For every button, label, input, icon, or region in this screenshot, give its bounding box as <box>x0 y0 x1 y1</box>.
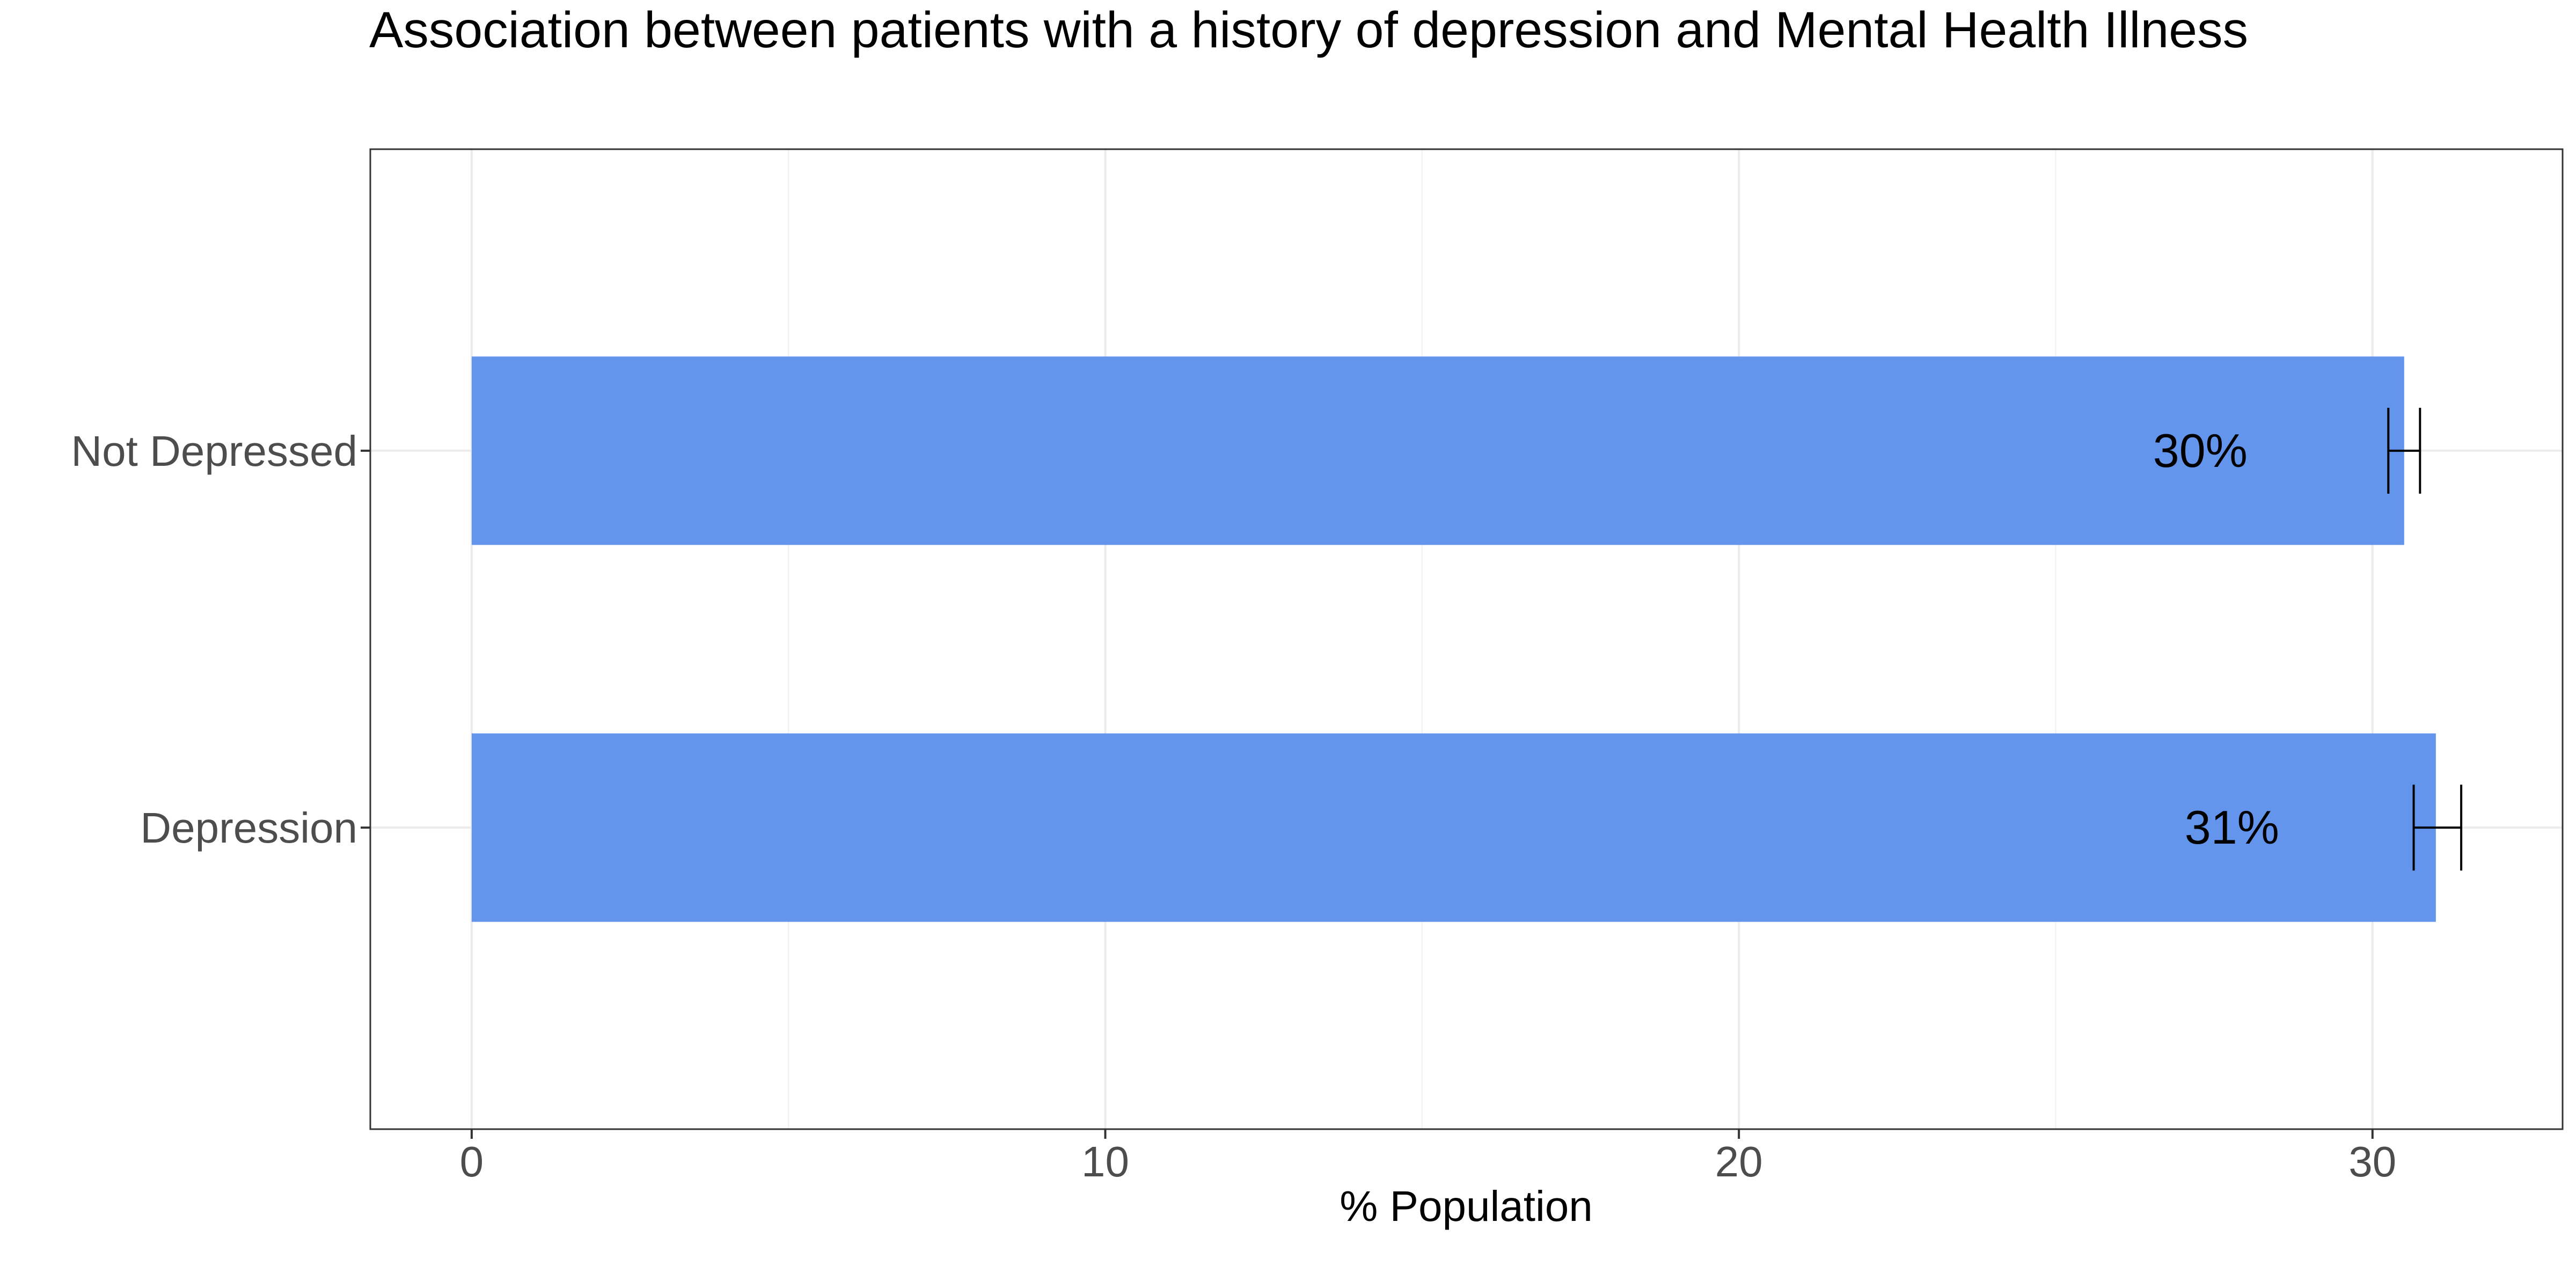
y-tick-label: Not Depressed <box>71 427 357 475</box>
chart-title: Association between patients with a hist… <box>369 2 2248 58</box>
x-tick-label: 10 <box>1081 1138 1129 1185</box>
data-label: 30% <box>2153 424 2248 477</box>
x-axis-title: % Population <box>1340 1182 1592 1230</box>
bar <box>471 356 2404 545</box>
error-bars <box>2387 407 2463 871</box>
y-tick-label: Depression <box>140 804 357 852</box>
panel-border <box>369 148 2564 1130</box>
bars <box>471 356 2436 922</box>
x-tick-label: 30 <box>2348 1138 2396 1185</box>
bar <box>471 733 2436 922</box>
x-tick-label: 20 <box>1715 1138 1763 1185</box>
data-labels: 30% 31% <box>2153 424 2279 854</box>
axes: 0 10 20 30 Not Depressed Depression <box>71 427 2396 1185</box>
x-tick-label: 0 <box>460 1138 484 1185</box>
data-label: 31% <box>2185 801 2279 854</box>
